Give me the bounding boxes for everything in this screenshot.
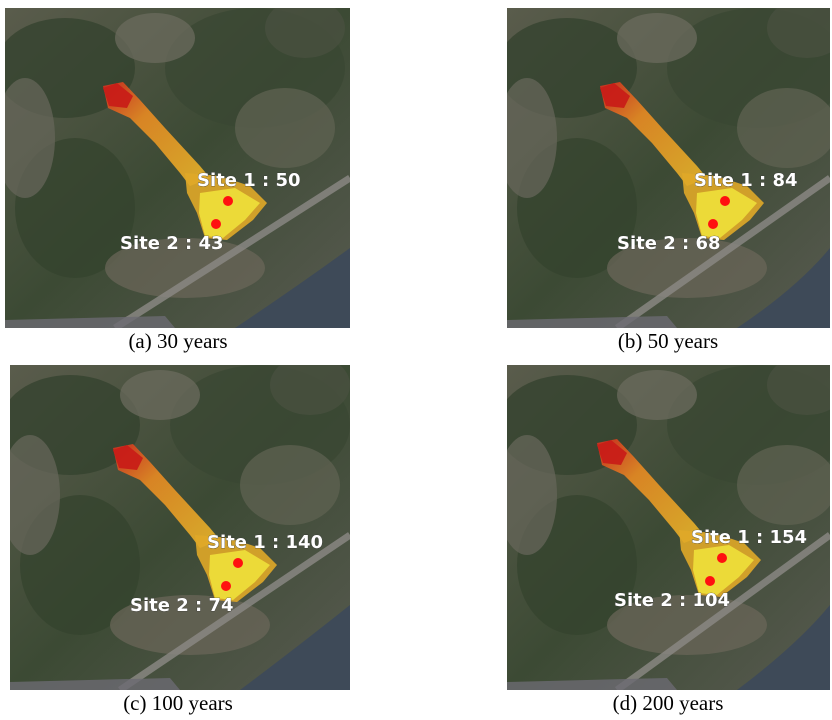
terrain bbox=[115, 13, 195, 63]
terrain bbox=[497, 435, 557, 555]
map-panel: Site 1 : 50 Site 2 : 43 bbox=[0, 0, 350, 328]
map-panel: Site 1 : 84 Site 2 : 68 bbox=[497, 0, 832, 328]
panel-caption: (d) 200 years bbox=[613, 691, 724, 715]
site-2-label: Site 2 : 68 bbox=[617, 233, 721, 254]
terrain bbox=[497, 78, 557, 198]
map: Site 1 : 50 Site 2 : 43 bbox=[0, 0, 350, 328]
site-2-marker bbox=[705, 576, 715, 586]
figure: Site 1 : 50Site 2 : 43(a) 30 yearsSite 1… bbox=[0, 0, 832, 720]
site-2-label: Site 2 : 104 bbox=[614, 590, 730, 611]
site-2-label: Site 2 : 74 bbox=[130, 595, 234, 616]
terrain bbox=[270, 355, 350, 415]
terrain bbox=[617, 13, 697, 63]
panel-caption: (b) 50 years bbox=[618, 329, 718, 353]
terrain bbox=[0, 435, 60, 555]
site-2-marker bbox=[211, 219, 221, 229]
map: Site 1 : 140 Site 2 : 74 bbox=[0, 355, 350, 690]
site-1-marker bbox=[720, 196, 730, 206]
terrain bbox=[235, 88, 335, 168]
site-1-label: Site 1 : 84 bbox=[694, 170, 798, 191]
site-1-marker bbox=[717, 553, 727, 563]
panel-caption: (a) 30 years bbox=[128, 329, 227, 353]
site-2-marker bbox=[221, 581, 231, 591]
map: Site 1 : 84 Site 2 : 68 bbox=[497, 0, 832, 328]
terrain bbox=[617, 370, 697, 420]
panel-caption: (c) 100 years bbox=[123, 691, 233, 715]
site-2-label: Site 2 : 43 bbox=[120, 233, 224, 254]
map: Site 1 : 154 Site 2 : 104 bbox=[497, 355, 832, 690]
site-1-label: Site 1 : 140 bbox=[207, 532, 323, 553]
site-2-marker bbox=[708, 219, 718, 229]
site-1-label: Site 1 : 50 bbox=[197, 170, 301, 191]
site-1-marker bbox=[223, 196, 233, 206]
terrain bbox=[265, 0, 345, 58]
terrain bbox=[120, 370, 200, 420]
terrain bbox=[240, 445, 340, 525]
map-panel: Site 1 : 154 Site 2 : 104 bbox=[497, 355, 832, 690]
map-panel: Site 1 : 140 Site 2 : 74 bbox=[0, 355, 350, 690]
site-1-label: Site 1 : 154 bbox=[691, 527, 807, 548]
site-1-marker bbox=[233, 558, 243, 568]
